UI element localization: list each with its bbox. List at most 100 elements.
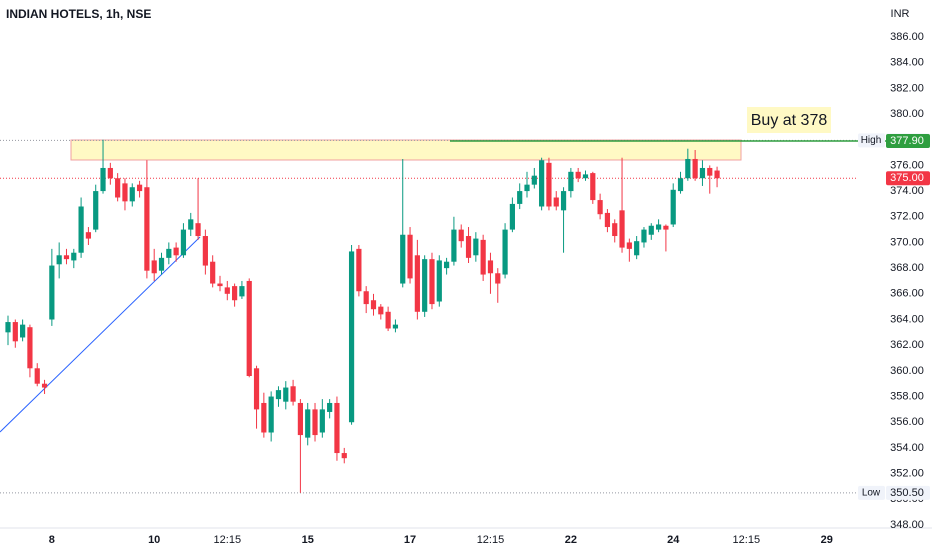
candle-body <box>524 184 530 192</box>
candle-body <box>217 283 223 287</box>
candle-body <box>363 291 369 305</box>
candle-body <box>517 191 523 204</box>
y-tick-label: 348.00 <box>890 519 924 531</box>
y-tick-label: 364.00 <box>890 313 924 325</box>
candle-body <box>305 409 311 438</box>
candle-body <box>699 167 706 179</box>
candle-body <box>107 167 113 179</box>
candle-body <box>158 257 165 271</box>
candle-body <box>465 236 472 258</box>
candle-body <box>429 259 435 305</box>
candle-body <box>641 229 647 243</box>
candle-body <box>41 383 48 388</box>
candle-body <box>385 311 391 329</box>
candle-body <box>239 286 245 297</box>
candle-body <box>663 225 669 230</box>
candle-body <box>648 225 654 235</box>
candle-body <box>144 187 150 271</box>
candle-body <box>297 402 303 436</box>
candle-body <box>458 229 464 242</box>
candle-body <box>692 158 698 179</box>
candle-body <box>714 170 720 179</box>
marker-value: 350.50 <box>890 487 924 499</box>
candle-body <box>634 241 640 256</box>
candle-body <box>400 234 406 284</box>
x-tick-label: 15 <box>302 534 314 546</box>
y-tick-label: 366.00 <box>890 288 924 300</box>
x-tick-label: 12:15 <box>214 534 242 546</box>
candle-body <box>261 402 267 433</box>
marker-value-box <box>886 133 930 148</box>
candle-body <box>100 167 106 192</box>
candle-body <box>20 324 26 338</box>
candle-body <box>334 402 340 454</box>
candle-body <box>619 210 625 248</box>
marker-value: 377.90 <box>890 135 924 147</box>
y-tick-label: 384.00 <box>890 57 924 69</box>
candle-body <box>122 183 128 202</box>
x-tick-label: 17 <box>404 534 416 546</box>
candle-body <box>180 229 187 256</box>
candle-body <box>546 162 552 207</box>
candle-body <box>407 234 413 279</box>
marker-name: High <box>861 135 882 146</box>
y-tick-label: 376.00 <box>890 159 924 171</box>
candle-body <box>370 300 377 310</box>
candle-body <box>487 260 494 274</box>
currency: INR <box>891 8 910 20</box>
candle-body <box>268 396 274 433</box>
marker-value-box <box>886 485 930 500</box>
y-tick-label: 374.00 <box>890 185 924 197</box>
candle-body <box>597 200 603 215</box>
candle-body <box>327 402 333 412</box>
candle-body <box>509 203 515 230</box>
marker-name: Low <box>862 487 881 498</box>
x-tick-label: 12:15 <box>477 534 505 546</box>
candle-body <box>166 248 172 258</box>
x-tick-label: 8 <box>49 534 55 546</box>
candle-body <box>129 187 135 202</box>
candle-body <box>590 173 596 201</box>
y-tick-label: 370.00 <box>890 236 924 248</box>
y-tick-label: 358.00 <box>890 390 924 402</box>
y-tick-label: 380.00 <box>890 108 924 120</box>
candle-body <box>341 453 347 459</box>
candle-body <box>422 259 428 312</box>
marker-value-box <box>886 171 930 186</box>
y-tick-label: 382.00 <box>890 82 924 94</box>
candle-body <box>451 229 457 262</box>
candle-body <box>173 247 179 256</box>
candle-body <box>473 238 479 256</box>
y-tick-label: 354.00 <box>890 442 924 454</box>
candle-body <box>575 171 581 179</box>
annotation-box <box>747 107 831 133</box>
candle-body <box>539 160 545 207</box>
candle-body <box>348 251 355 423</box>
candle-body <box>290 386 296 402</box>
candle-body <box>582 174 589 179</box>
candle-body <box>604 212 611 228</box>
candle-body <box>224 287 230 294</box>
x-tick-label: 24 <box>667 534 680 546</box>
candle-body <box>502 229 508 275</box>
candle-body <box>531 175 537 185</box>
candle-body <box>232 286 238 301</box>
candle-body <box>151 260 157 274</box>
y-tick-label: 352.00 <box>890 467 924 479</box>
candle-body <box>56 255 62 265</box>
candle-body <box>275 390 282 400</box>
candle-body <box>378 306 384 315</box>
y-tick-label: 356.00 <box>890 416 924 428</box>
candle-body <box>78 206 84 253</box>
x-tick-label: 22 <box>565 534 577 546</box>
candle-body <box>202 236 208 266</box>
trend-line <box>0 236 201 433</box>
candle-body <box>612 223 618 237</box>
candle-body <box>63 255 70 260</box>
y-tick-label: 360.00 <box>890 365 924 377</box>
marker-value: 375.00 <box>890 172 924 184</box>
candle-body <box>136 184 143 192</box>
candle-body <box>444 261 450 269</box>
candle-body <box>34 368 40 384</box>
